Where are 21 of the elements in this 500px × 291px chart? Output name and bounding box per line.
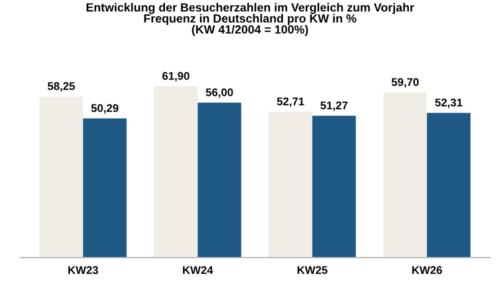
bar [426, 112, 471, 258]
bar [39, 96, 84, 258]
data-label: 52,71 [276, 97, 304, 107]
bar [198, 102, 242, 258]
bar [154, 86, 198, 258]
data-label: 59,70 [392, 78, 419, 88]
data-label: 50,29 [91, 104, 118, 114]
data-label: 52,31 [435, 98, 462, 108]
x-tick-label: KW23 [68, 266, 98, 274]
data-label: 58,25 [48, 82, 75, 92]
chart-title: Entwicklung der Besucherzahlen im Vergleich zum Vorjahr Frequenz in Deutschland pro KW in % (KW 41/2004 = 100%) [86, 2, 414, 36]
data-label: 61,90 [162, 72, 190, 82]
x-tick-label: KW25 [298, 266, 328, 274]
bar [383, 92, 427, 258]
data-label: 56,00 [206, 88, 233, 98]
bar [312, 116, 356, 258]
bar [83, 118, 127, 258]
bar [268, 112, 312, 258]
x-tick-label: KW26 [412, 266, 442, 274]
x-tick-label: KW24 [182, 266, 214, 274]
data-label: 51,27 [320, 101, 348, 111]
